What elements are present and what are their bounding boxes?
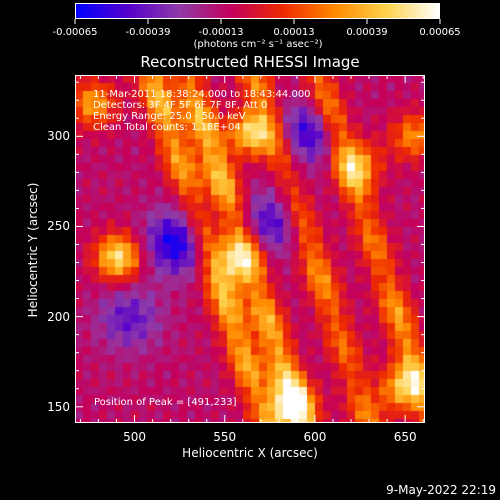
colorbar-tick-label: -0.00065 — [52, 27, 98, 38]
annotation-detectors: Detectors: 3F 4F 5F 6F 7F 8F, Att 0 — [93, 100, 268, 111]
y-tick-label: 150 — [47, 399, 70, 414]
colorbar-ticks — [74, 19, 441, 24]
plot-area: 11-Mar-2011 18:38:24.000 to 18:43:44.000… — [75, 75, 425, 423]
footer-timestamp: 9-May-2022 22:19 — [386, 483, 496, 497]
y-axis-label: Heliocentric Y (arcsec) — [26, 182, 40, 318]
y-tick-label: 300 — [47, 129, 70, 144]
colorbar-tick-label: 0.00013 — [273, 27, 315, 38]
colorbar-tick-label: -0.00013 — [198, 27, 244, 38]
x-tick-label: 500 — [123, 430, 146, 444]
x-tick-label: 550 — [213, 430, 237, 444]
annotation-time: 11-Mar-2011 18:38:24.000 to 18:43:44.000 — [93, 89, 311, 100]
annotation-energy: Energy Range: 25.0 - 50.0 keV — [93, 111, 246, 122]
annotation-peak: Position of Peak = [491,233] — [94, 397, 237, 408]
colorbar-units: (photons cm⁻² s⁻¹ asec⁻²) — [193, 39, 323, 50]
x-axis-label: Heliocentric X (arcsec) — [182, 446, 318, 460]
y-tick-label: 250 — [47, 219, 70, 234]
annotation-method: Clean Total counts: 1.18E+04 — [93, 122, 241, 133]
y-tick-label: 200 — [47, 309, 70, 324]
colorbar-tick-label: 0.00039 — [346, 27, 388, 38]
colorbar-tick-label: 0.00065 — [419, 27, 461, 38]
colorbar-tick-label: -0.00039 — [125, 27, 171, 38]
x-tick-label: 650 — [393, 430, 417, 444]
colorbar — [75, 3, 440, 19]
chart-title: Reconstructed RHESSI Image — [140, 53, 360, 71]
x-tick-label: 600 — [303, 430, 327, 444]
